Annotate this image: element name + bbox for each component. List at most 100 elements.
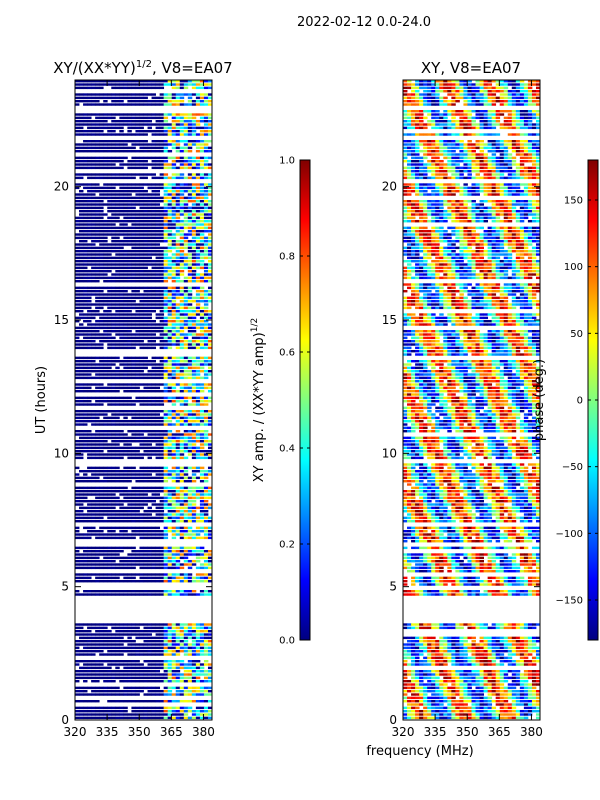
heatmap-cell	[187, 486, 193, 490]
heatmap-cell	[167, 420, 173, 423]
heatmap-cell	[171, 146, 177, 150]
heatmap-cell	[151, 173, 156, 176]
heatmap-cell	[139, 470, 144, 473]
heatmap-cell	[83, 563, 88, 566]
heatmap-cell	[107, 163, 112, 166]
heatmap-cell	[203, 500, 209, 503]
heatmap-cell	[127, 116, 132, 120]
heatmap-cell	[123, 546, 128, 550]
heatmap-cell	[87, 396, 92, 400]
heatmap-cell	[187, 340, 193, 343]
heatmap-cell	[171, 273, 177, 276]
heatmap-cell	[207, 413, 212, 416]
heatmap-cell	[111, 430, 116, 433]
heatmap-cell	[195, 520, 201, 523]
heatmap-cell	[187, 490, 193, 493]
heatmap-cell	[179, 443, 185, 446]
heatmap-cell	[151, 396, 156, 400]
heatmap-cell	[139, 316, 144, 320]
heatmap-cell	[107, 550, 112, 553]
heatmap-cell	[103, 193, 108, 196]
heatmap-cell	[155, 270, 161, 273]
heatmap-cell	[111, 123, 116, 126]
heatmap-cell	[99, 120, 104, 123]
heatmap-cell	[147, 476, 152, 480]
heatmap-cell	[167, 263, 173, 266]
heatmap-cell	[179, 120, 185, 123]
heatmap-cell	[207, 440, 212, 443]
heatmap-cell	[123, 490, 128, 493]
heatmap-cell	[151, 636, 156, 640]
heatmap-cell	[107, 660, 112, 663]
heatmap-cell	[75, 196, 80, 200]
heatmap-cell	[127, 576, 132, 580]
heatmap-cell	[95, 296, 100, 300]
heatmap-cell	[203, 316, 209, 320]
heatmap-cell	[175, 713, 181, 716]
heatmap-cell	[179, 590, 185, 593]
heatmap-cell	[163, 140, 169, 143]
heatmap-cell	[91, 226, 96, 230]
heatmap-cell	[143, 666, 148, 670]
heatmap-cell	[159, 253, 165, 256]
heatmap-cell	[111, 150, 116, 153]
heatmap-cell	[119, 663, 124, 666]
heatmap-cell	[155, 506, 161, 510]
heatmap-cell	[131, 710, 136, 713]
heatmap-cell	[183, 120, 189, 123]
heatmap-cell	[87, 430, 92, 433]
heatmap-cell	[199, 260, 205, 263]
heatmap-cell	[167, 313, 173, 316]
heatmap-cell	[159, 390, 165, 393]
heatmap-cell	[191, 373, 197, 376]
heatmap-cell	[179, 356, 185, 360]
heatmap-cell	[183, 473, 189, 476]
heatmap-cell	[179, 440, 185, 443]
heatmap-cell	[107, 333, 112, 336]
heatmap-cell	[171, 300, 177, 303]
heatmap-cell	[87, 400, 92, 403]
heatmap-cell	[127, 296, 132, 300]
heatmap-cell	[155, 280, 161, 283]
heatmap-cell	[95, 466, 100, 470]
heatmap-cell	[171, 580, 177, 583]
heatmap-cell	[175, 670, 181, 673]
heatmap-cell	[119, 560, 124, 563]
heatmap-cell	[95, 486, 100, 490]
heatmap-cell	[195, 636, 201, 640]
heatmap-cell	[147, 486, 152, 490]
heatmap-cell	[191, 593, 197, 596]
heatmap-cell	[159, 356, 165, 360]
heatmap-cell	[179, 163, 185, 166]
heatmap-cell	[83, 416, 88, 420]
heatmap-cell	[191, 510, 197, 513]
heatmap-cell	[183, 383, 189, 386]
heatmap-cell	[167, 486, 173, 490]
heatmap-cell	[151, 210, 156, 213]
heatmap-cell	[107, 456, 112, 460]
heatmap-cell	[119, 716, 124, 720]
heatmap-cell	[111, 500, 116, 503]
heatmap-cell	[175, 126, 181, 130]
heatmap-cell	[83, 546, 88, 550]
heatmap-cell	[163, 256, 169, 260]
heatmap-cell	[95, 376, 100, 380]
heatmap-cell	[115, 313, 120, 316]
heatmap-cell	[179, 563, 185, 566]
heatmap-cell	[167, 343, 173, 346]
heatmap-cell	[179, 250, 185, 253]
heatmap-cell	[139, 140, 144, 143]
heatmap-cell	[159, 333, 165, 336]
heatmap-cell	[111, 413, 116, 416]
heatmap-cell	[187, 630, 193, 633]
heatmap-cell	[131, 86, 136, 90]
heatmap-cell	[171, 103, 177, 106]
heatmap-cell	[91, 490, 96, 493]
heatmap-cell	[159, 296, 165, 300]
heatmap-cell	[151, 520, 156, 523]
heatmap-cell	[175, 133, 181, 136]
heatmap-cell	[195, 183, 201, 186]
heatmap-cell	[131, 173, 136, 176]
heatmap-cell	[139, 253, 144, 256]
heatmap-cell	[87, 390, 92, 393]
